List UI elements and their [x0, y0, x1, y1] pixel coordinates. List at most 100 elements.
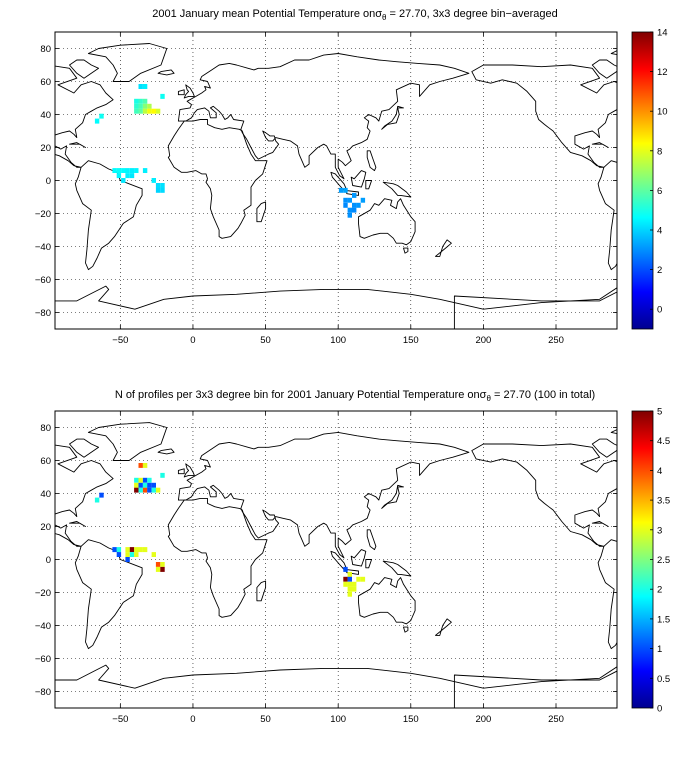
coastline — [366, 529, 377, 551]
colorbar-tick-label: 3 — [657, 525, 662, 536]
coastline — [167, 497, 268, 618]
x-tick-label: 250 — [548, 335, 564, 346]
data-bin — [160, 566, 165, 572]
data-bin — [343, 576, 348, 582]
x-tick-label: 50 — [260, 335, 271, 346]
data-bin — [142, 477, 148, 483]
panel-2-bins — [94, 463, 366, 597]
data-bin — [151, 178, 156, 183]
panel-1-bins — [94, 84, 366, 218]
data-bin — [142, 547, 148, 553]
coastline — [365, 559, 373, 569]
data-bin — [129, 173, 135, 179]
data-bin — [125, 173, 130, 179]
panel-1-ticks: −50 0 50 100 150 200 250 −80 −60 −40 −20 0 20 40 60 80 — [35, 32, 617, 346]
x-tick-label: 200 — [475, 714, 491, 725]
data-bin — [116, 552, 122, 557]
data-bin — [138, 477, 143, 483]
data-bin — [134, 547, 139, 553]
data-bin — [125, 552, 130, 557]
coastline — [597, 160, 617, 271]
data-bin — [147, 103, 152, 109]
y-tick-label: 60 — [40, 77, 51, 88]
data-bin — [343, 187, 348, 193]
data-bin — [138, 103, 143, 109]
coastline — [382, 560, 412, 577]
data-bin — [125, 547, 130, 553]
coastline — [55, 285, 617, 329]
panel-2-title-prefix: N of profiles per 3x3 degree bin for 200… — [115, 389, 480, 401]
data-bin — [134, 108, 139, 114]
panel-mean-temperature: 2001 January mean Potential Temperature … — [35, 8, 696, 346]
coastline — [681, 70, 696, 75]
x-tick-label: 100 — [330, 714, 346, 725]
x-tick-label: 200 — [475, 335, 491, 346]
data-bin — [343, 581, 348, 587]
x-tick-label: 150 — [403, 714, 419, 725]
x-tick-label: −50 — [112, 714, 128, 725]
data-bin — [160, 562, 165, 567]
coastline — [87, 422, 168, 461]
coastline — [591, 59, 617, 79]
panel-1-colorbar: 0 2 4 6 8 10 12 14 — [631, 28, 668, 330]
y-tick-label: −40 — [35, 621, 51, 632]
x-tick-label: 100 — [330, 335, 346, 346]
coastline — [69, 59, 100, 79]
data-bin — [343, 202, 348, 208]
coastline — [55, 65, 114, 168]
data-bin — [116, 168, 122, 173]
coastline — [381, 484, 404, 509]
data-bin — [121, 178, 126, 183]
panel-2-title: N of profiles per 3x3 degree bin for 200… — [115, 389, 595, 403]
data-bin — [147, 487, 152, 493]
y-tick-label: −20 — [35, 209, 51, 220]
data-bin — [151, 482, 156, 488]
x-tick-label: 0 — [190, 335, 195, 346]
coastline — [183, 84, 195, 99]
data-bin — [155, 562, 161, 567]
coastline — [366, 150, 377, 172]
data-bin — [352, 207, 357, 213]
data-bin — [134, 477, 139, 483]
coastline — [87, 43, 168, 82]
data-bin — [356, 202, 361, 208]
colorbar-tick-label: 8 — [657, 146, 662, 157]
data-bin — [147, 108, 152, 114]
coastline — [157, 69, 175, 76]
data-bin — [116, 173, 122, 179]
data-bin — [151, 108, 156, 114]
coastline — [435, 618, 452, 636]
y-tick-label: 80 — [40, 44, 51, 55]
panel-2-ticks: −50 0 50 100 150 200 250 −80 −60 −40 −20 0 20 40 60 80 — [35, 411, 617, 725]
colorbar-tick-label: 3.5 — [657, 496, 670, 507]
colorbar-tick-label: 14 — [657, 28, 668, 39]
panel-1-colorbar-ticks: 0 2 4 6 8 10 12 14 — [650, 28, 668, 316]
data-bin — [155, 187, 161, 193]
data-bin — [360, 576, 366, 582]
data-bin — [138, 108, 143, 114]
data-bin — [347, 207, 352, 213]
coastline — [183, 463, 195, 478]
panel-1-grid — [55, 32, 617, 329]
y-tick-label: −20 — [35, 588, 51, 599]
colorbar-tick-label: 0 — [657, 305, 662, 316]
coastline — [177, 89, 185, 96]
data-bin — [343, 197, 348, 203]
colorbar-tick-label: 10 — [657, 107, 668, 118]
data-bin — [155, 566, 161, 572]
colorbar-tick-label: 0.5 — [657, 674, 670, 685]
x-tick-label: 150 — [403, 335, 419, 346]
data-bin — [99, 492, 104, 498]
data-bin — [343, 566, 348, 572]
data-bin — [125, 168, 130, 173]
data-bin — [99, 113, 104, 119]
data-bin — [147, 482, 152, 488]
data-bin — [160, 187, 165, 193]
panel-2-title-sigma: σ — [480, 389, 487, 401]
coastline — [365, 180, 373, 190]
coastline — [350, 549, 367, 567]
x-tick-label: −50 — [112, 335, 128, 346]
data-bin — [138, 482, 143, 488]
data-bin — [347, 197, 352, 203]
colorbar-tick-label: 4 — [657, 226, 662, 237]
